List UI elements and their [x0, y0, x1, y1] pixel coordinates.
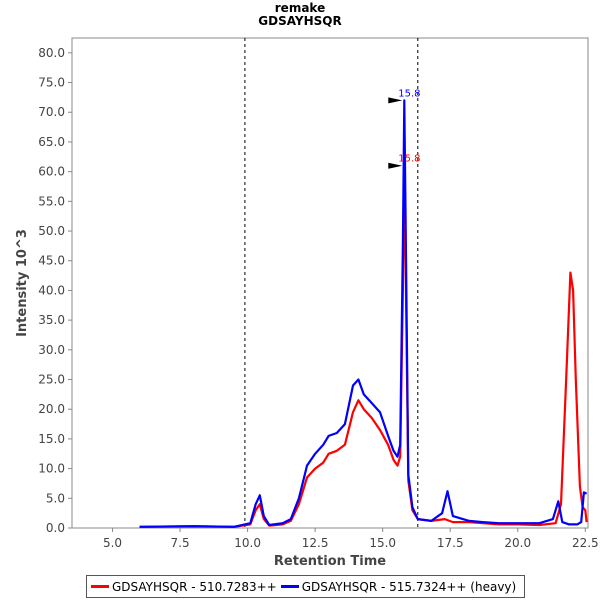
y-axis-title: Intensity 10^3	[15, 229, 30, 337]
peak-arrow-1	[388, 97, 403, 104]
x-tick-label: 5.0	[103, 536, 122, 550]
y-tick-label: 15.0	[38, 432, 65, 446]
y-tick-label: 75.0	[38, 76, 65, 90]
y-tick-label: 65.0	[38, 135, 65, 149]
integration-boundaries	[244, 38, 419, 528]
legend-item-heavy: GDSAYHSQR - 515.7324++ (heavy)	[280, 579, 517, 594]
y-axis-ticks: 0.0 5.0 10.0 15.0 20.0 25.0 30.0 35.0 40.0 45.0 50…	[38, 46, 72, 535]
peak-annotations: 15.8 15.8	[388, 88, 421, 169]
chart-series	[139, 99, 588, 528]
y-tick-label: 20.0	[38, 402, 65, 416]
y-tick-label: 80.0	[38, 46, 65, 60]
x-axis-title: Retention Time	[274, 554, 386, 569]
y-tick-label: 40.0	[38, 283, 65, 297]
y-tick-label: 45.0	[38, 254, 65, 268]
series-line-1	[139, 99, 588, 528]
chart-legend: GDSAYHSQR - 510.7283++ GDSAYHSQR - 515.7…	[86, 575, 526, 598]
x-tick-label: 10.0	[234, 536, 261, 550]
legend-item-light: GDSAYHSQR - 510.7283++	[91, 580, 277, 594]
x-tick-label: 15.0	[369, 536, 396, 550]
x-tick-label: 22.5	[572, 536, 599, 550]
peak-label-0: 15.8	[398, 154, 420, 165]
peak-arrow-0	[388, 162, 403, 169]
y-tick-label: 0.0	[46, 521, 65, 535]
x-tick-label: 7.5	[171, 536, 190, 550]
legend-swatch-light	[91, 585, 109, 588]
y-tick-label: 35.0	[38, 313, 65, 327]
y-tick-label: 25.0	[38, 373, 65, 387]
x-tick-label: 12.5	[302, 536, 329, 550]
legend-label-light: GDSAYHSQR - 510.7283++	[112, 579, 277, 594]
chart-subtitle: GDSAYHSQR	[258, 14, 342, 28]
y-tick-label: 60.0	[38, 165, 65, 179]
chromatogram-chart: 0.0 5.0 10.0 15.0 20.0 25.0 30.0 35.0 40.0 45.0 50…	[15, 37, 599, 569]
y-tick-label: 70.0	[38, 105, 65, 119]
x-tick-label: 20.0	[504, 536, 531, 550]
peak-label-1: 15.8	[398, 88, 420, 99]
x-tick-label: 17.5	[437, 536, 464, 550]
legend-swatch-heavy	[280, 585, 299, 588]
y-tick-label: 5.0	[46, 491, 65, 505]
chart-title: remake	[274, 1, 326, 15]
y-tick-label: 55.0	[38, 194, 65, 208]
x-axis-ticks: 5.0 7.5 10.0 12.5 15.0 17.5 20.0 22.5	[103, 528, 599, 550]
y-tick-label: 10.0	[38, 462, 65, 476]
plot-area	[71, 37, 589, 529]
legend-label-heavy: GDSAYHSQR - 515.7324++ (heavy)	[301, 579, 517, 594]
y-tick-label: 50.0	[38, 224, 65, 238]
y-tick-label: 30.0	[38, 343, 65, 357]
